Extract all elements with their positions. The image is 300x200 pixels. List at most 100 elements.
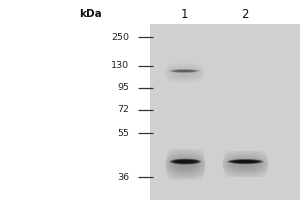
Ellipse shape [166,172,205,173]
Ellipse shape [166,157,205,158]
Ellipse shape [223,167,268,168]
Ellipse shape [165,164,206,165]
Ellipse shape [223,170,268,171]
Ellipse shape [230,160,261,164]
Ellipse shape [165,161,206,162]
Ellipse shape [165,163,206,164]
Ellipse shape [167,150,203,151]
Ellipse shape [224,174,266,175]
Text: kDa: kDa [79,9,101,19]
Ellipse shape [177,161,194,162]
Ellipse shape [223,160,268,161]
Ellipse shape [165,167,206,168]
Ellipse shape [224,171,267,172]
Ellipse shape [166,67,203,68]
Ellipse shape [224,154,267,155]
Ellipse shape [167,177,204,178]
Ellipse shape [165,71,204,72]
Ellipse shape [168,149,203,150]
Ellipse shape [225,176,266,177]
Ellipse shape [222,163,268,164]
Ellipse shape [166,156,205,157]
Ellipse shape [170,69,199,73]
Ellipse shape [166,159,205,160]
Ellipse shape [172,159,199,164]
Ellipse shape [224,153,266,154]
Ellipse shape [167,154,204,155]
Ellipse shape [223,157,268,158]
Ellipse shape [231,160,260,163]
Ellipse shape [222,165,268,166]
Ellipse shape [224,155,267,156]
Ellipse shape [224,156,267,157]
Text: 1: 1 [181,7,188,21]
Ellipse shape [165,166,206,167]
Text: 130: 130 [111,62,129,71]
Ellipse shape [170,159,200,164]
Ellipse shape [166,160,205,161]
Ellipse shape [223,158,268,159]
Text: 55: 55 [117,129,129,138]
Ellipse shape [171,70,198,72]
Ellipse shape [165,162,206,163]
Ellipse shape [167,173,204,174]
Ellipse shape [166,68,203,69]
Text: 2: 2 [241,7,248,21]
Ellipse shape [166,168,205,169]
Ellipse shape [167,151,204,152]
Text: 72: 72 [117,106,129,114]
Ellipse shape [234,161,257,163]
Ellipse shape [166,76,203,77]
Ellipse shape [167,79,203,80]
Ellipse shape [167,81,202,82]
Ellipse shape [165,70,204,71]
Ellipse shape [224,172,267,173]
Ellipse shape [167,175,204,176]
Ellipse shape [225,175,266,176]
Ellipse shape [165,165,206,166]
Ellipse shape [227,159,264,164]
Ellipse shape [224,173,267,174]
Ellipse shape [169,159,202,165]
Ellipse shape [165,72,204,73]
Ellipse shape [165,74,204,75]
Ellipse shape [166,158,205,159]
Ellipse shape [167,155,204,156]
Ellipse shape [225,152,266,153]
Ellipse shape [225,151,266,152]
Ellipse shape [174,160,196,163]
Ellipse shape [167,174,204,175]
Ellipse shape [166,77,203,78]
Ellipse shape [223,159,268,160]
Ellipse shape [222,162,268,163]
Ellipse shape [176,160,195,163]
Ellipse shape [166,69,203,70]
Ellipse shape [167,65,202,66]
Ellipse shape [232,160,258,163]
Ellipse shape [166,171,205,172]
Ellipse shape [166,78,203,79]
Ellipse shape [222,166,268,167]
Ellipse shape [236,161,255,162]
Text: 95: 95 [117,83,129,92]
Ellipse shape [166,170,205,171]
Ellipse shape [237,161,254,162]
Ellipse shape [173,160,198,163]
Bar [150,24,300,200]
Ellipse shape [172,70,197,72]
Ellipse shape [167,176,204,177]
Ellipse shape [222,164,268,165]
Text: 36: 36 [117,172,129,182]
Ellipse shape [167,152,204,153]
Ellipse shape [228,159,262,164]
Ellipse shape [178,161,193,162]
Ellipse shape [167,80,202,81]
Text: 250: 250 [111,32,129,42]
Ellipse shape [167,153,204,154]
Ellipse shape [223,168,268,169]
Ellipse shape [165,75,204,76]
Ellipse shape [169,69,200,73]
Ellipse shape [167,66,203,67]
Ellipse shape [167,64,202,65]
Ellipse shape [222,161,268,162]
